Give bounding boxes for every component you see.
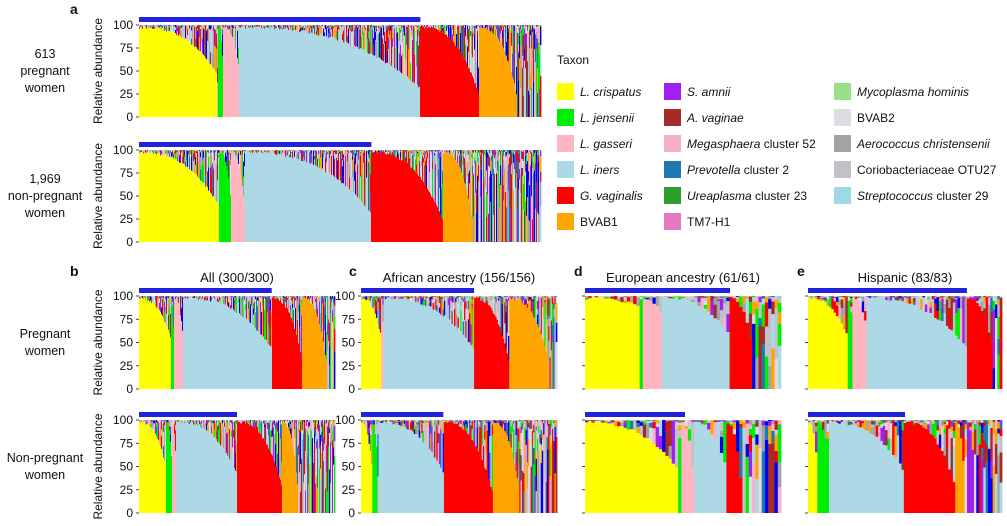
bar-segment [540, 45, 541, 76]
y-tick-label: 75 [120, 166, 134, 180]
y-tick-label: 100 [113, 413, 133, 427]
lactobacillus-dominated-bar [139, 288, 272, 293]
bar-segment [540, 156, 541, 172]
bar-segment [540, 76, 541, 117]
y-tick-label: 0 [126, 110, 133, 124]
y-tick-label: 25 [120, 359, 134, 373]
bar-segment [540, 172, 541, 182]
y-axis-label: Relative abundance [91, 143, 105, 249]
y-tick-label: 50 [120, 460, 134, 474]
y-tick-label: 0 [126, 506, 133, 520]
bar-segment [540, 206, 541, 242]
bar-segment [540, 182, 541, 206]
bar-segment [540, 25, 541, 27]
bar-segment [334, 426, 335, 441]
bar-segment [540, 150, 541, 151]
row-label: women [24, 206, 65, 220]
y-tick-label: 75 [120, 41, 134, 55]
y-axis-label: Relative abundance [91, 413, 105, 519]
bar-segment [540, 27, 541, 32]
y-axis: 0 25 50 75 100 Relative abundance [91, 289, 139, 396]
row-label: Non-pregnant [7, 451, 84, 465]
y-tick-label: 100 [113, 289, 133, 303]
bar-segment [334, 329, 335, 352]
y-tick-label: 0 [126, 235, 133, 249]
y-tick-label: 75 [120, 436, 134, 450]
y-tick-label: 25 [120, 87, 134, 101]
y-tick-label: 75 [120, 312, 134, 326]
panel-letter: b [70, 263, 79, 279]
bar-segment [334, 316, 335, 328]
bar-segment [334, 456, 335, 513]
y-tick-label: 100 [113, 18, 133, 32]
y-tick-label: 25 [120, 212, 134, 226]
y-axis: 0 25 50 75 100 Relative abundance [91, 18, 139, 124]
bar-segment [334, 441, 335, 456]
panel-letter: a [70, 1, 78, 17]
panels: 0 25 50 75 100 Relative abundance a 613 pregnant… [7, 1, 1003, 520]
panel-b_bot: 0 25 50 75 100 Relative abundance Non-pregnant… [7, 412, 336, 520]
bar-segment [540, 151, 541, 157]
panel-a_bot: 0 25 50 75 100 Relative abundance 1,969 non-pre… [8, 142, 542, 249]
lactobacillus-dominated-bar [139, 142, 371, 147]
lactobacillus-dominated-bar [139, 17, 420, 22]
panel-title: All (300/300) [200, 270, 274, 285]
bar-segment [540, 31, 541, 45]
row-label: non-pregnant [8, 189, 83, 203]
y-axis-label: Relative abundance [91, 18, 105, 124]
y-tick-label: 100 [113, 143, 133, 157]
y-tick-label: 50 [120, 64, 134, 78]
bar-segment [334, 306, 335, 317]
y-axis: 0 25 50 75 100 Relative abundance [91, 143, 139, 249]
lactobacillus-dominated-bar [139, 412, 237, 417]
row-label: women [24, 344, 65, 358]
row-label: women [24, 81, 65, 95]
row-label: pregnant [20, 64, 70, 78]
y-axis-label: Relative abundance [91, 289, 105, 395]
row-label: 613 [35, 47, 56, 61]
panel-a_top: 0 25 50 75 100 Relative abundance a 613 pregnant… [20, 1, 541, 124]
panel-b_top: 0 25 50 75 100 Relative abundance b All (300/30… [20, 263, 336, 396]
row-label: 1,969 [29, 172, 60, 186]
row-label: Pregnant [20, 327, 71, 341]
y-tick-label: 25 [120, 483, 134, 497]
y-tick-label: 50 [120, 189, 134, 203]
y-axis: 0 25 50 75 100 Relative abundance [91, 413, 139, 520]
y-tick-label: 0 [126, 382, 133, 396]
bar-segment [334, 351, 335, 389]
y-tick-label: 50 [120, 336, 134, 350]
